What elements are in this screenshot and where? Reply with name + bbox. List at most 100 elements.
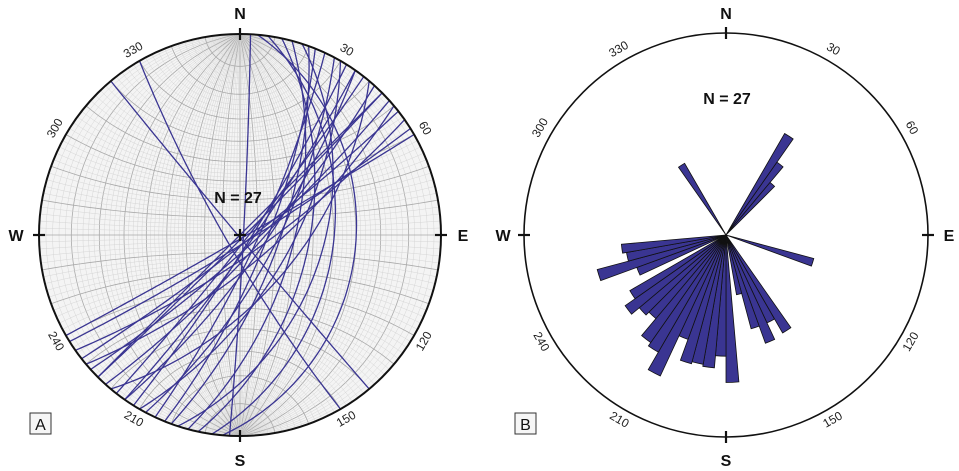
net-small-circle xyxy=(44,186,436,211)
east-label: E xyxy=(944,228,955,245)
net-small-circle xyxy=(127,68,353,129)
rose-petal xyxy=(725,234,760,330)
rose-petal xyxy=(725,234,815,267)
degree-label: 330 xyxy=(606,38,631,60)
net-small-circle xyxy=(40,213,440,225)
net-small-circle xyxy=(90,100,390,159)
north-label: N xyxy=(234,6,246,23)
panel-label: A xyxy=(35,417,46,434)
panel-label-box xyxy=(514,412,537,435)
net-small-circle xyxy=(145,355,335,413)
rose-petal xyxy=(624,234,727,315)
rose-petal xyxy=(725,161,784,236)
tick-marks xyxy=(33,28,447,442)
plane-great-circle xyxy=(138,60,342,410)
net-small-circle xyxy=(197,38,283,73)
plane-great-circle xyxy=(65,133,415,337)
net-small-circle xyxy=(46,179,434,208)
plane-great-circle xyxy=(211,35,337,435)
net-small-circle xyxy=(133,346,347,406)
degree-label: 60 xyxy=(903,118,922,137)
rose-petal xyxy=(725,132,794,236)
net-small-circle xyxy=(218,415,262,435)
net-small-circle xyxy=(42,252,438,271)
west-label: W xyxy=(495,228,511,245)
plane-great-circle xyxy=(90,100,390,371)
degree-label: 60 xyxy=(416,119,435,138)
plane-great-circle xyxy=(170,46,310,425)
net-small-circle xyxy=(73,122,407,174)
net-small-circle xyxy=(43,192,437,215)
plane-great-circle xyxy=(124,70,356,401)
degree-label: 30 xyxy=(338,40,357,59)
panel-label-box xyxy=(29,412,52,435)
rose-petal xyxy=(677,162,727,236)
degree-label: 300 xyxy=(44,116,66,141)
net-small-circle xyxy=(121,337,359,398)
plane-great-circle xyxy=(105,85,376,385)
plane-great-circle xyxy=(132,64,348,406)
net-small-circle xyxy=(44,259,436,284)
net-small-circle xyxy=(121,72,359,133)
net-small-circle xyxy=(65,134,415,182)
net-small-circle xyxy=(191,39,289,79)
net-small-circle xyxy=(116,332,364,394)
rose-petal xyxy=(725,181,776,236)
north-label: N xyxy=(720,6,732,23)
plane-great-circle xyxy=(85,105,395,365)
net-small-circle xyxy=(151,54,329,110)
plane-great-circle xyxy=(222,34,358,436)
net-small-circle xyxy=(225,422,255,436)
net-small-circle xyxy=(40,206,440,222)
count-label: N = 27 xyxy=(214,190,262,207)
rose-petals xyxy=(596,132,815,383)
degree-label: 300 xyxy=(529,115,551,140)
plane-great-circle xyxy=(110,80,370,390)
net-small-circle xyxy=(211,35,269,61)
rose-petal xyxy=(725,234,740,383)
center-cross xyxy=(234,229,246,241)
net-small-circle xyxy=(42,199,438,218)
net-small-circle xyxy=(105,85,375,146)
net-small-circle xyxy=(50,165,430,201)
net-small-circle xyxy=(81,111,399,167)
south-label: S xyxy=(721,453,732,470)
net-small-circle xyxy=(133,64,347,124)
rose-petal xyxy=(647,234,727,353)
net-small-circle xyxy=(48,266,432,298)
net-small-circle xyxy=(184,386,296,429)
net-small-circle xyxy=(184,41,296,84)
plane-great-circle xyxy=(145,57,336,413)
rose-petal xyxy=(725,234,792,334)
rose-petal xyxy=(641,234,727,344)
rose-petal xyxy=(620,234,727,254)
net-small-circle xyxy=(170,375,310,425)
net-small-circle xyxy=(164,48,316,100)
south-label: S xyxy=(235,453,246,470)
net-small-circle xyxy=(48,172,432,204)
net-small-circle xyxy=(110,80,370,142)
net-small-circle xyxy=(232,34,248,42)
rose-petal xyxy=(629,234,727,300)
net-small-circle xyxy=(85,307,395,365)
net-small-circle xyxy=(197,397,283,432)
net-small-circle xyxy=(211,409,269,435)
west-label: W xyxy=(8,228,24,245)
count-label: N = 27 xyxy=(703,91,751,108)
net-small-circle xyxy=(53,159,427,197)
net-small-circle xyxy=(204,37,276,67)
net-small-circle xyxy=(77,116,403,170)
plane-great-circle xyxy=(124,70,356,401)
rose-petal xyxy=(647,234,727,377)
net-small-circle xyxy=(62,284,418,330)
rose-petal xyxy=(725,234,743,296)
net-small-circle xyxy=(218,35,262,55)
rose-petal xyxy=(725,234,776,344)
degree-label: 330 xyxy=(121,39,146,61)
net-small-circle xyxy=(56,152,424,193)
panel-label: B xyxy=(520,417,531,434)
rose-petal xyxy=(596,234,727,282)
